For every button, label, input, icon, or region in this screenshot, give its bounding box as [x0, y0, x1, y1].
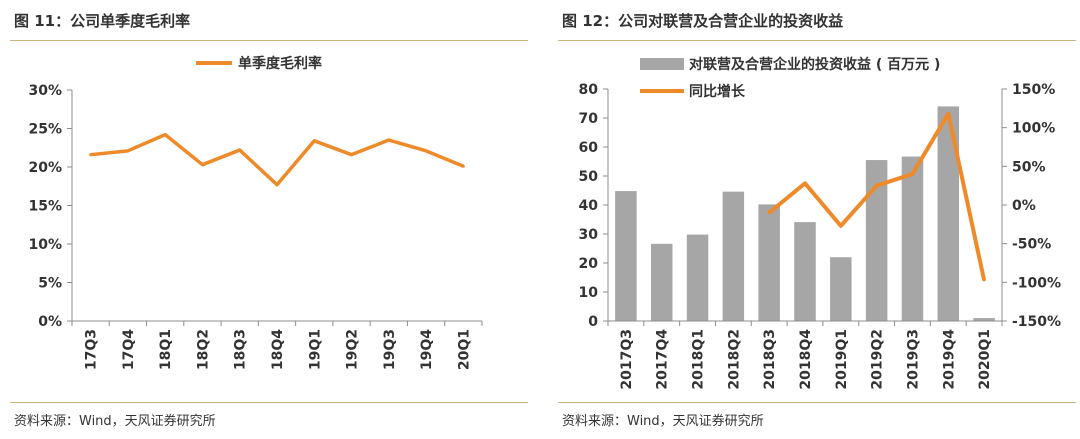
gross-margin-data-point	[387, 138, 391, 142]
y2-tick-label: -150%	[1012, 314, 1061, 330]
figure-11-panel: 图 11：公司单季度毛利率 0% 5% 10% 15% 20% 25% 30% 17Q3 17Q…	[0, 0, 532, 439]
y-tick-label: 30	[579, 227, 599, 243]
figure-12-source: 资料来源：Wind，天风证券研究所	[562, 414, 764, 429]
y-tick-label: 70	[579, 111, 599, 127]
investment-income-bar	[650, 243, 673, 321]
figure-12-top-rule	[558, 40, 1076, 41]
gross-margin-data-point	[200, 163, 204, 167]
y-tick-label: 10	[579, 285, 599, 301]
legend-bar-label: 对联营及合营企业的投资收益 ( 百万元 )	[689, 56, 940, 73]
y2-tick-label: -100%	[1012, 275, 1061, 291]
figure-12-bottom-rule	[558, 402, 1076, 403]
yoy-growth-data-point	[839, 224, 843, 228]
investment-income-bar	[937, 106, 960, 322]
y-tick-label: 40	[579, 198, 599, 214]
y-tick-label: 0	[588, 314, 598, 330]
x-tick-label: 19Q4	[419, 329, 435, 370]
x-tick-label: 19Q1	[307, 329, 323, 370]
investment-income-bar	[758, 204, 780, 321]
y-tick-label: 15%	[28, 199, 62, 215]
investment-income-bar	[722, 191, 745, 321]
figure-11-title: 图 11：公司单季度毛利率	[14, 12, 191, 30]
investment-income-bar	[794, 222, 816, 321]
x-tick-label: 19Q2	[345, 329, 361, 370]
figure-11-bottom-rule	[10, 402, 528, 403]
y2-tick-label: 50%	[1012, 159, 1046, 175]
x-tick-label: 2020Q1	[977, 329, 993, 390]
gross-margin-data-point	[163, 133, 167, 137]
y-tick-label: 20	[579, 256, 599, 272]
investment-income-bar	[686, 234, 709, 321]
y2-tick-label: 100%	[1012, 121, 1055, 137]
investment-income-bar	[973, 318, 995, 321]
investment-income-bar	[830, 257, 852, 321]
gross-margin-data-point	[126, 149, 130, 153]
y2-tick-label: 150%	[1012, 82, 1055, 98]
yoy-growth-data-point	[875, 184, 879, 188]
x-tick-label: 2017Q4	[655, 329, 671, 390]
investment-income-bar	[615, 191, 637, 321]
x-tick-label: 19Q3	[382, 329, 398, 370]
x-tick-label: 2019Q4	[941, 329, 957, 390]
y-tick-label: 60	[579, 140, 599, 156]
x-tick-label: 2019Q2	[870, 329, 886, 390]
y2-tick-label: -50%	[1012, 237, 1051, 253]
legend-bar-swatch	[640, 58, 684, 70]
gross-margin-data-point	[424, 149, 428, 153]
x-tick-label: 18Q1	[158, 329, 174, 370]
gross-margin-data-point	[89, 153, 93, 157]
y-tick-label: 5%	[38, 276, 62, 292]
yoy-growth-data-point	[910, 172, 914, 176]
x-tick-label: 2018Q3	[762, 329, 778, 390]
y-tick-label: 80	[579, 82, 599, 98]
gross-margin-series-line	[90, 132, 465, 187]
x-tick-label: 2018Q2	[726, 329, 742, 390]
yoy-growth-data-point	[803, 181, 807, 185]
gross-margin-data-point	[275, 183, 279, 187]
x-tick-label: 2018Q4	[798, 329, 814, 390]
x-tick-label: 18Q2	[195, 329, 211, 370]
x-tick-label: 20Q1	[456, 329, 472, 370]
figure-12-panel: 图 12：公司对联营及合营企业的投资收益 0 10 20 30 40 50 60 70 80 -1…	[548, 0, 1080, 439]
y-tick-label: 25%	[28, 122, 62, 138]
yoy-growth-data-point	[946, 112, 950, 116]
gross-margin-data-point	[312, 139, 316, 143]
x-tick-label: 2018Q1	[691, 329, 707, 390]
yoy-growth-data-point	[982, 278, 986, 282]
figure-12-title: 图 12：公司对联营及合营企业的投资收益	[562, 12, 844, 30]
x-tick-label: 2019Q3	[905, 329, 921, 390]
x-tick-label: 2017Q3	[619, 329, 635, 390]
yoy-growth-data-point	[767, 211, 771, 215]
y2-tick-label: 0%	[1012, 198, 1036, 214]
x-tick-label: 17Q4	[121, 329, 137, 370]
figure-11-top-rule	[10, 40, 528, 41]
investment-income-bar	[865, 160, 888, 321]
x-tick-label: 2019Q1	[834, 329, 850, 390]
y-tick-label: 0%	[38, 314, 62, 330]
y-tick-label: 20%	[28, 160, 62, 176]
y-tick-label: 50	[579, 169, 599, 185]
gross-margin-data-point	[238, 148, 242, 152]
figure-11-source: 资料来源：Wind，天风证券研究所	[14, 414, 216, 429]
y-tick-label: 30%	[28, 83, 62, 99]
x-tick-label: 18Q4	[270, 329, 286, 370]
x-tick-label: 17Q3	[84, 329, 100, 370]
investment-income-bar	[901, 156, 924, 321]
gross-margin-data-point	[461, 164, 465, 168]
legend-label: 单季度毛利率	[238, 55, 322, 72]
y-tick-label: 10%	[28, 237, 62, 253]
legend-line-label: 同比增长	[689, 83, 746, 100]
investment-income-combo-chart: 0 10 20 30 40 50 60 70 80 -150% -100% -50% 0% 50% 100%…	[579, 56, 1062, 390]
gross-margin-line-chart: 0% 5% 10% 15% 20% 25% 30% 17Q3 17Q4 18Q1 18Q2 18Q3 1…	[28, 55, 483, 370]
gross-margin-data-point	[350, 153, 354, 157]
x-tick-label: 18Q3	[233, 329, 249, 370]
